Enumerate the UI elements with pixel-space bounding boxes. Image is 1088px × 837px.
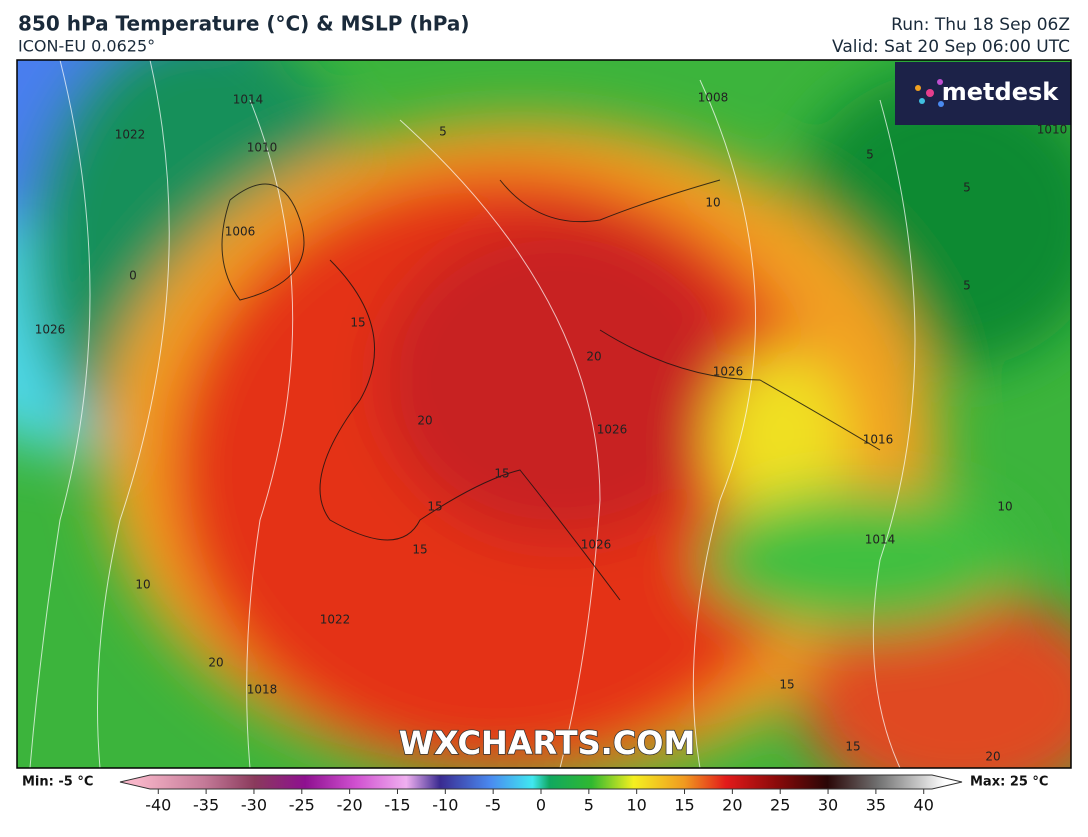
colorbar-max: Max: 25 °C [970,775,1048,790]
title: 850 hPa Temperature (°C) & MSLP (hPa) [18,12,469,36]
contour-label: 5 [439,125,447,139]
colorbar-tick-label: 35 [866,796,886,815]
colorbar-tick-label: -40 [145,796,171,815]
contour-label: 20 [208,656,223,670]
logo: metdesk [942,78,1060,106]
subtitle: ICON-EU 0.0625° [18,37,155,56]
colorbar-tick-label: 10 [627,796,647,815]
contour-label: 1010 [1037,123,1068,137]
contour-label: 1022 [320,613,351,627]
colorbar-tick-label: 15 [674,796,694,815]
colorbar-tick-label: -15 [384,796,410,815]
contour-label: 1016 [863,433,894,447]
run-time: Run: Thu 18 Sep 06Z [891,15,1070,35]
contour-label: 15 [494,467,509,481]
colorbar-tick-label: 5 [584,796,594,815]
contour-label: 5 [963,279,971,293]
contour-label: 1006 [225,225,256,239]
colorbar-tick-label: 0 [536,796,546,815]
contour-label: 15 [845,740,860,754]
colorbar [119,774,963,790]
contour-label: 1018 [247,683,278,697]
contour-label: 0 [129,269,137,283]
valid-time: Valid: Sat 20 Sep 06:00 UTC [832,37,1070,57]
map: metdesk 10141022101010060102651008101520… [17,60,1071,768]
contour-label: 15 [350,316,365,330]
contour-label: 1026 [35,323,66,337]
colorbar-tick-label: -25 [289,796,315,815]
map-frame [16,59,1072,769]
colorbar-tick-label: -35 [193,796,219,815]
contour-label: 1014 [233,93,264,107]
contour-label: 15 [427,500,442,514]
contour-label: 10 [135,578,150,592]
contour-label: 1026 [597,423,628,437]
contour-label: 20 [985,750,1000,764]
colorbar-tick-label: 30 [818,796,838,815]
contour-label: 1008 [698,91,729,105]
contour-label: 20 [586,350,601,364]
contour-label: 1022 [115,128,146,142]
colorbar-tick-label: 25 [770,796,790,815]
contour-label: 1014 [865,533,896,547]
colorbar-tick-label: -10 [432,796,458,815]
contour-label: 1010 [247,141,278,155]
contour-label: 15 [412,543,427,557]
contour-label: 20 [417,414,432,428]
colorbar-tick-label: -30 [241,796,267,815]
logo-mark [915,79,944,107]
contour-label: 5 [866,148,874,162]
colorbar-tick-label: 40 [914,796,934,815]
contour-label: 15 [779,678,794,692]
colorbar-tick-label: 20 [722,796,742,815]
contour-label: 5 [963,181,971,195]
contour-label: 10 [705,196,720,210]
colorbar-min: Min: -5 °C [22,775,93,790]
contour-label: 1026 [713,365,744,379]
contour-label: 10 [997,500,1012,514]
colorbar-tick-label: -20 [337,796,363,815]
watermark: WXCHARTS.COM [399,724,696,762]
colorbar-tick-label: -5 [485,796,501,815]
contour-label: 1026 [581,538,612,552]
